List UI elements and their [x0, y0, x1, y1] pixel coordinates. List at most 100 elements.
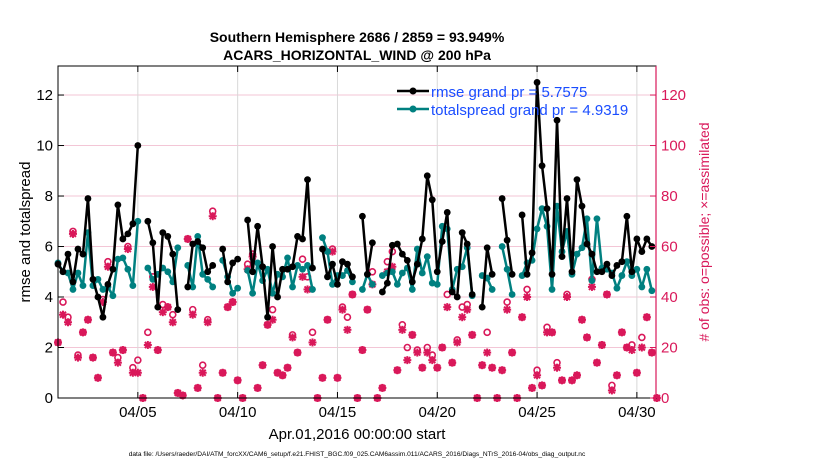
legend-rmse-marker [409, 87, 417, 95]
totalspread-point [548, 286, 556, 293]
left-tick-label: 4 [45, 289, 53, 306]
x-tick-label: 04/15 [319, 404, 357, 421]
rmse-point [538, 162, 546, 170]
assimilated-obs-point [348, 290, 357, 299]
totalspread-point [593, 215, 601, 223]
asterisk-stroke [623, 343, 631, 352]
asterisk-stroke [478, 361, 486, 369]
right-tick-label: 120 [661, 87, 686, 104]
assimilated-obs-point [88, 353, 97, 362]
rmse-point [299, 235, 306, 243]
asterisk-stroke [154, 346, 162, 354]
asterisk-stroke [218, 369, 227, 377]
asterisk-stroke [144, 341, 152, 349]
assimilated-obs-point [293, 348, 302, 357]
totalspread-point [109, 292, 117, 300]
left-tick-label: 2 [45, 340, 53, 357]
rmse-point [503, 236, 511, 244]
assimilated-obs-point [533, 371, 542, 380]
asterisk-stroke [508, 348, 516, 357]
rmse-point [463, 240, 471, 248]
assimilated-obs-point [288, 333, 297, 342]
asterisk-stroke [653, 394, 661, 402]
assimilated-obs-point [637, 343, 646, 352]
assimilated-obs-point [378, 383, 387, 392]
assimilated-obs-point [168, 318, 177, 327]
totalspread-point [573, 250, 581, 258]
possible-obs-point [198, 361, 207, 369]
rmse-point [423, 172, 431, 180]
marks [54, 79, 661, 402]
asterisk-stroke [84, 316, 92, 324]
assimilated-obs-point [133, 368, 142, 377]
totalspread-point [359, 286, 366, 293]
rmse-point [418, 235, 426, 243]
asterisk-stroke [433, 363, 441, 372]
asterisk-stroke [423, 348, 431, 357]
assimilated-obs-point [587, 282, 596, 291]
rmse-point [114, 201, 122, 209]
assimilated-obs-point [183, 234, 192, 243]
assimilated-obs-point [567, 376, 576, 385]
rmse-point [498, 195, 506, 202]
asterisk-stroke [443, 303, 451, 311]
possible-obs-point [523, 285, 531, 294]
asterisk-stroke [548, 328, 556, 337]
asterisk-stroke [89, 353, 97, 362]
x-axis-label: Apr.01,2016 00:00:00 start [268, 426, 446, 443]
asterisk-stroke [393, 366, 402, 374]
right-tick-label: 100 [661, 138, 686, 155]
rmse-point [149, 239, 157, 247]
asterisk-stroke [298, 273, 307, 281]
right-tick-label: 80 [661, 188, 678, 205]
assimilated-obs-point [592, 358, 601, 367]
rmse-point [608, 272, 616, 279]
assimilated-obs-point [63, 318, 72, 327]
legend-rmse-label: rmse grand pr = 5.7575 [431, 84, 587, 101]
asterisk-stroke [488, 363, 496, 372]
asterisk-stroke [59, 310, 67, 319]
assimilated-obs-point [193, 383, 202, 392]
rmse-point [523, 270, 531, 278]
asterisk-stroke [208, 212, 217, 220]
assimilated-obs-point [113, 358, 122, 367]
rmse-point [154, 303, 162, 311]
assimilated-obs-point [83, 315, 92, 324]
asterisk-stroke [69, 230, 77, 238]
asterisk-stroke [648, 348, 656, 357]
chart-subtitle: ACARS_HORIZONTAL_WIND @ 200 hPa [223, 47, 491, 63]
asterisk-stroke [164, 303, 172, 311]
asterisk-stroke [283, 363, 292, 372]
asterisk-stroke [194, 384, 202, 392]
assimilated-obs-point [428, 356, 437, 365]
asterisk-stroke [448, 358, 456, 367]
assimilated-obs-point [358, 346, 367, 355]
rmse-point [623, 212, 631, 220]
asterisk-stroke [358, 346, 367, 354]
rmse-point [109, 265, 117, 273]
assimilated-obs-point [478, 361, 487, 370]
rmse-point [368, 239, 376, 247]
asterisk-stroke [223, 303, 232, 311]
rmse-point [244, 216, 252, 224]
assimilated-obs-point [508, 348, 517, 357]
asterisk-stroke [608, 386, 616, 395]
rmse-point [558, 253, 566, 261]
rmse-point [478, 303, 486, 311]
asterisk-stroke [568, 376, 576, 385]
rmse-point [563, 195, 571, 202]
rmse-point [69, 278, 77, 286]
asterisk-stroke [593, 358, 601, 367]
totalspread-point [583, 215, 591, 223]
rmse-point [443, 209, 451, 216]
totalspread-point [613, 284, 621, 292]
rmse-point [528, 249, 536, 257]
assimilated-obs-point [298, 272, 307, 281]
rmse-point [94, 293, 102, 301]
assimilated-obs-point [463, 305, 472, 314]
asterisk-stroke [79, 328, 87, 337]
asterisk-stroke [199, 369, 207, 377]
assimilated-obs-point [403, 356, 412, 365]
possible-obs-point [308, 328, 317, 337]
rmse-point [84, 195, 92, 202]
